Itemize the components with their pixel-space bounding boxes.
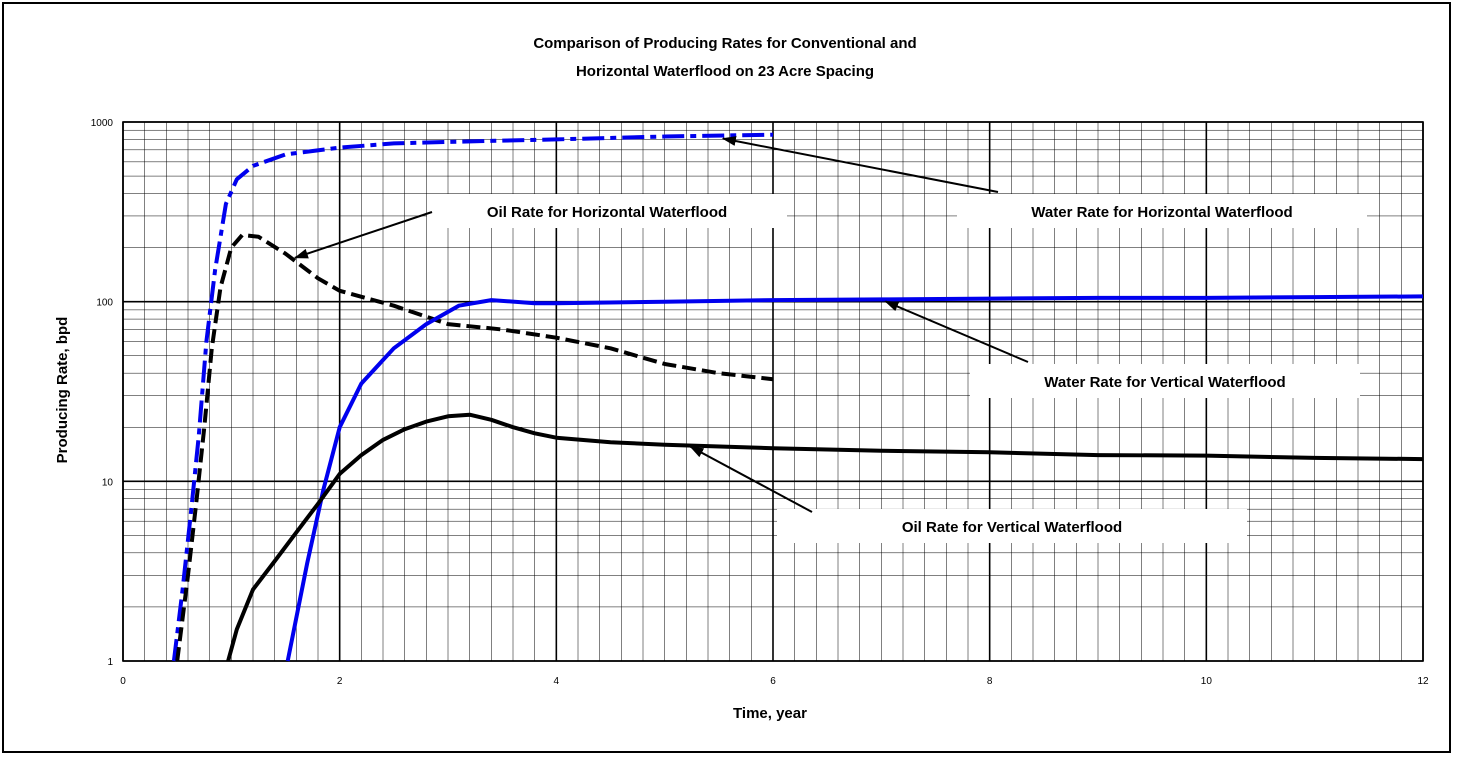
y-tick-label: 100 (96, 298, 113, 309)
series-line (226, 412, 1424, 662)
y-axis-label: Producing Rate, bpd (54, 317, 71, 464)
x-tick-label: 8 (987, 676, 993, 687)
annotation-box (957, 194, 1367, 228)
annotation-label: Oil Rate for Horizontal Waterflood (487, 204, 727, 221)
annotation-arrow (884, 300, 1029, 363)
x-tick-label: 12 (1417, 676, 1429, 687)
annotation-label: Water Rate for Horizontal Waterflood (1031, 204, 1292, 221)
annotation-box (427, 194, 787, 228)
annotations-group: Water Rate for Horizontal Waterflood Oil … (293, 136, 1367, 543)
x-tick-label: 0 (120, 676, 126, 687)
series-group (171, 132, 1424, 662)
x-tick-label: 6 (770, 676, 776, 687)
tick-labels: 0 2 4 6 8 10 12 1 10 100 1000 (91, 118, 1429, 687)
chart-title-line-1: Comparison of Producing Rates for Conven… (533, 35, 916, 52)
plot-border (122, 121, 1424, 662)
x-axis-label: Time, year (733, 705, 807, 722)
y-tick-label: 1000 (91, 118, 114, 129)
chart-title-line-2: Horizontal Waterflood on 23 Acre Spacing (576, 63, 874, 80)
series-line (171, 132, 774, 662)
x-tick-label: 2 (337, 676, 343, 687)
annotation-box (970, 364, 1360, 398)
x-tick-label: 10 (1201, 676, 1213, 687)
y-tick-label: 1 (107, 657, 113, 668)
annotation-label: Water Rate for Vertical Waterflood (1044, 374, 1285, 391)
series-line (175, 233, 774, 662)
annotation-arrow (721, 136, 999, 193)
series-line (285, 294, 1424, 662)
y-tick-label: 10 (102, 477, 114, 488)
x-tick-label: 4 (554, 676, 560, 687)
annotation-arrow (293, 211, 433, 259)
annotation-label: Oil Rate for Vertical Waterflood (902, 519, 1122, 536)
annotation-arrow (689, 445, 813, 513)
annotation-box (777, 509, 1247, 543)
